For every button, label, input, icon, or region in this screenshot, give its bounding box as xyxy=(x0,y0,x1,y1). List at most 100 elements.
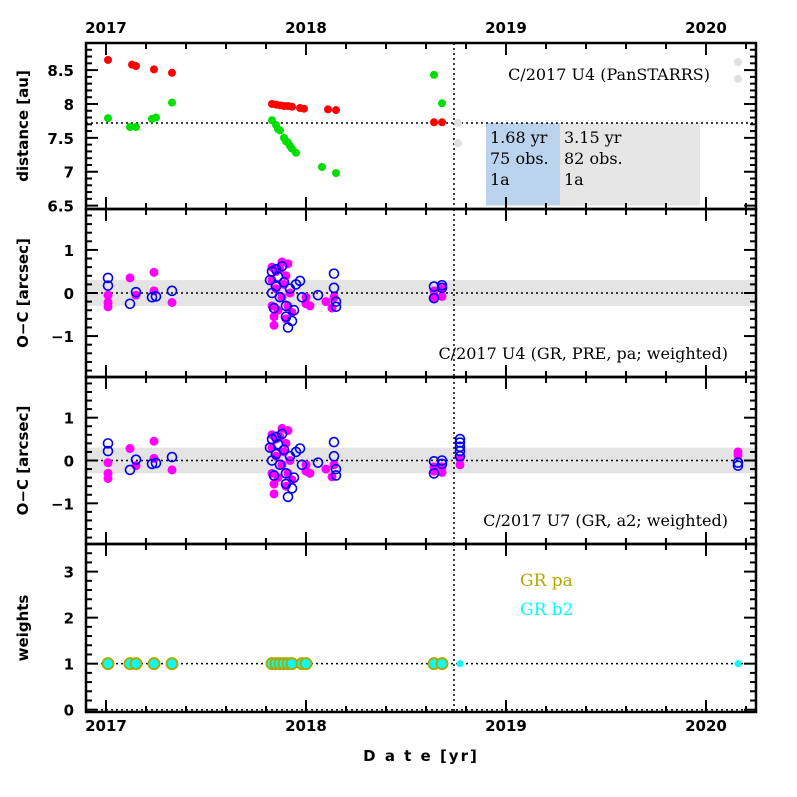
y-tick-label: 2 xyxy=(64,610,74,628)
weight-point xyxy=(101,657,115,671)
residual-point-filled xyxy=(321,297,331,307)
residual-point-filled xyxy=(733,450,743,460)
panels: 1.68 yr 75 obs. 1a 3.15 yr 82 obs. 1a 6.5 7 7.5 8… xyxy=(14,41,758,720)
y-tick-label: 0 xyxy=(64,285,74,303)
y-tick-label: 8.5 xyxy=(47,62,74,80)
residual-point-open xyxy=(330,463,342,475)
y-tick-label: 7.5 xyxy=(47,130,74,148)
residual-point-filled xyxy=(455,460,465,470)
residual-point-open xyxy=(102,280,114,291)
x-tick-label: 2017 xyxy=(85,717,127,735)
residual-point-open xyxy=(150,291,162,302)
residual-point-open xyxy=(288,472,300,483)
residual-point-filled xyxy=(321,464,331,474)
residual-point-open xyxy=(296,292,308,303)
stats-box-text: 1a xyxy=(564,170,584,189)
residual-point-open xyxy=(276,260,288,272)
residual-point-open xyxy=(270,431,282,443)
residual-point-filled xyxy=(305,301,315,311)
distance-point-geocentric xyxy=(104,114,112,123)
top-year-labels: 2017 2018 2019 2020 xyxy=(85,19,727,37)
residual-point-open xyxy=(282,491,294,503)
y-tick-label: 1 xyxy=(64,656,74,674)
residual-point-open xyxy=(428,468,440,479)
distance-point-geocentric xyxy=(318,162,326,171)
residual-point-open xyxy=(278,276,290,288)
residual-point-open xyxy=(280,300,292,312)
residual-point-open xyxy=(130,454,142,465)
panel-weights: 0 1 2 3 weights GR pa GR b2 xyxy=(14,542,758,720)
panel-oc-u7: −1 0 1 O−C [arcsec] C/2017 U7 (GR, a2; weigh… xyxy=(14,375,758,546)
residual-point-filled xyxy=(103,473,113,483)
x-tick-label: 2020 xyxy=(685,717,727,735)
distance-point-geocentric xyxy=(168,98,176,107)
distance-point-heliocentric xyxy=(168,68,176,77)
residual-point-open xyxy=(286,483,298,494)
residual-point-filled xyxy=(167,297,177,307)
residual-point-open xyxy=(276,428,288,440)
distance-point-geocentric xyxy=(276,126,284,135)
residual-point-open xyxy=(330,301,342,313)
residual-point-open xyxy=(268,470,280,481)
residual-point-filled xyxy=(167,465,177,475)
points-oc-u4 xyxy=(102,257,448,333)
residual-point-filled xyxy=(429,293,439,303)
y-tick-label: 0 xyxy=(64,702,74,720)
residual-point-open xyxy=(130,286,142,298)
y-axis-title: weights xyxy=(14,595,32,662)
residual-point-open xyxy=(330,296,342,307)
points-distance xyxy=(104,55,742,178)
residual-point-open xyxy=(294,275,306,287)
distance-point-geocentric xyxy=(152,113,160,122)
weight-point xyxy=(435,657,449,671)
residual-point-filled xyxy=(103,290,113,300)
distance-point-geocentric xyxy=(332,169,340,178)
residual-point-open xyxy=(166,285,178,297)
distance-point-heliocentric xyxy=(300,104,308,113)
residual-point-open xyxy=(436,282,448,294)
distance-point-heliocentric xyxy=(288,102,296,111)
weight-point xyxy=(129,657,143,671)
residual-point-open xyxy=(146,458,158,470)
distance-point-heliocentric xyxy=(430,118,438,127)
distance-point-future xyxy=(734,57,742,66)
residual-point-filled xyxy=(305,468,315,478)
residual-point-open xyxy=(454,450,466,462)
residual-point-open xyxy=(270,281,282,292)
residual-point-filled xyxy=(437,467,447,477)
residual-point-filled xyxy=(437,291,447,301)
y-tick-label: 8 xyxy=(64,96,74,114)
panel-title: C/2017 U7 (GR, a2; weighted) xyxy=(483,511,728,530)
distance-point-geocentric xyxy=(438,99,446,108)
residual-point-open xyxy=(272,438,284,450)
weight-point xyxy=(147,657,161,671)
y-tick-label: 0 xyxy=(64,453,74,471)
residual-point-filled xyxy=(103,458,113,468)
bottom-year-labels: 2017 2018 2019 2020 xyxy=(85,717,727,735)
stats-box-text: 1a xyxy=(490,170,510,189)
residual-point-open xyxy=(146,292,158,303)
points-oc-u7 xyxy=(102,423,744,503)
residual-point-filled xyxy=(125,273,135,283)
y-tick-label: −1 xyxy=(51,495,74,513)
top-x-tick-label: 2019 xyxy=(485,19,527,37)
panel-distance: 1.68 yr 75 obs. 1a 3.15 yr 82 obs. 1a 6.5 7 7.5 8… xyxy=(14,41,758,216)
residual-point-open xyxy=(328,282,340,294)
residual-point-open xyxy=(274,459,286,471)
distance-point-geocentric xyxy=(292,148,300,157)
residual-point-open xyxy=(428,292,440,304)
residual-point-filled xyxy=(269,320,279,330)
x-tick-label: 2018 xyxy=(285,717,327,735)
residual-point-open xyxy=(328,436,340,448)
distance-point-future xyxy=(454,139,462,148)
weight-point xyxy=(165,657,179,671)
residual-point-open xyxy=(268,302,280,314)
residual-point-open xyxy=(436,455,448,466)
residual-point-open xyxy=(732,460,744,471)
distance-point-geocentric xyxy=(430,70,438,79)
residual-point-open xyxy=(428,281,440,292)
x-tick-label: 2019 xyxy=(485,717,527,735)
residual-point-open xyxy=(102,438,114,449)
panel-title: C/2017 U4 (GR, PRE, pa; weighted) xyxy=(438,344,728,363)
